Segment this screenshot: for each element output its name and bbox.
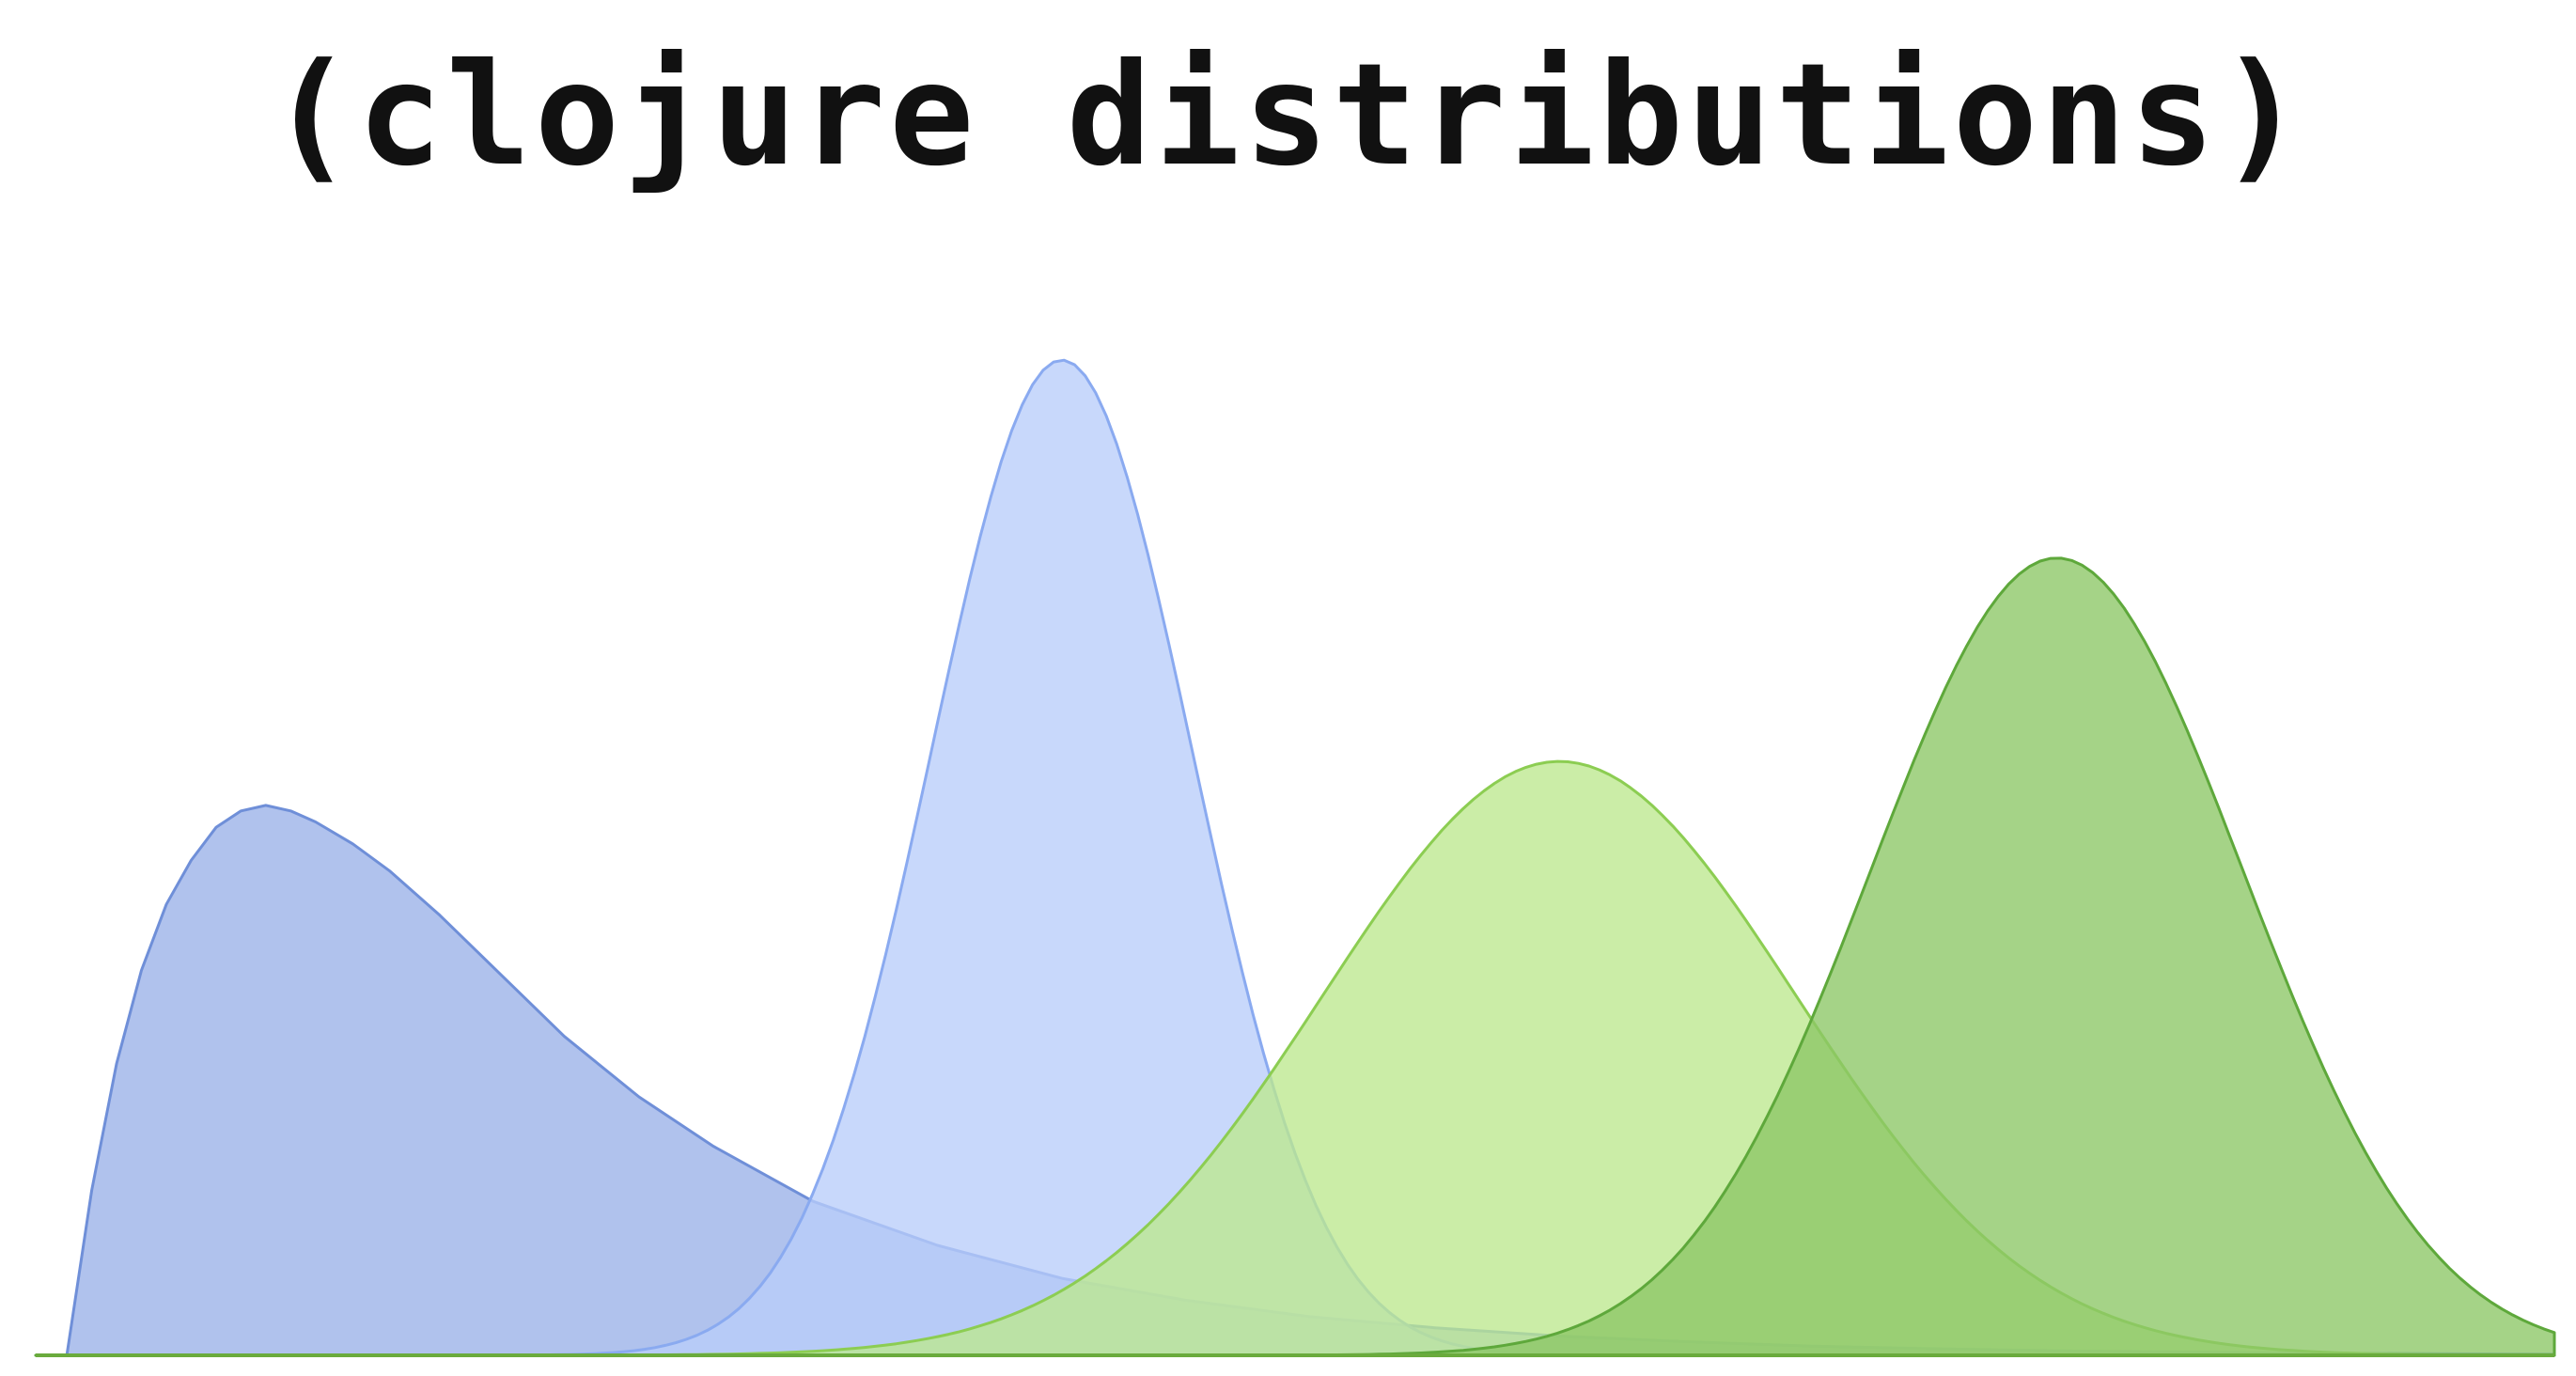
page-title: (clojure distributions) (268, 34, 2308, 197)
series-layer (34, 358, 2556, 1357)
